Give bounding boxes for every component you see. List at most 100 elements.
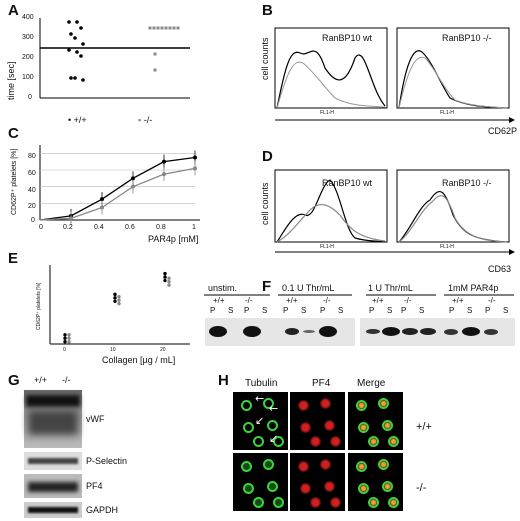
platelet-cell — [324, 481, 335, 492]
platelet-cell — [388, 497, 399, 508]
panel-d-histograms — [274, 169, 515, 255]
f-geno-2: -/- — [245, 296, 253, 305]
h-col-merge: Merge — [357, 378, 386, 389]
platelet-cell — [300, 483, 311, 494]
band — [28, 482, 78, 492]
c-xtick-04: 0.4 — [94, 224, 104, 231]
h-micrograph-merge — [348, 392, 403, 450]
e-point — [117, 294, 121, 299]
a-point-wt — [73, 36, 77, 40]
c-xtick-08: 0.8 — [156, 224, 166, 231]
panel-b-histograms — [274, 27, 515, 123]
h-micrograph-tubulin: ← ← ↙ ↙ — [233, 392, 288, 450]
c-ytick-20: 20 — [28, 203, 36, 210]
b-axis-small-right: FL1-H — [440, 110, 454, 116]
f-fraction-label: S — [467, 306, 473, 315]
c-point — [162, 159, 166, 164]
f-fraction-label: P — [485, 306, 491, 315]
e-point — [167, 283, 171, 287]
e-point — [63, 339, 67, 344]
platelet-cell — [310, 497, 321, 508]
panel-e-ylabel: CD62P⁺ platelets [%] — [36, 282, 42, 330]
platelet-cell — [263, 398, 274, 409]
d-xlabel: CD63 — [488, 264, 512, 274]
a-ytick-0: 0 — [28, 94, 32, 101]
d-axis-small-right: FL1-H — [440, 244, 454, 250]
platelet-cell — [368, 436, 379, 447]
c-series-line — [39, 156, 196, 221]
f-fraction-label: S — [338, 306, 344, 315]
f-cond-01thr: 0.1 U Thr/mL — [282, 283, 335, 293]
f-geno-3: +/+ — [286, 296, 298, 305]
e-point — [63, 333, 67, 337]
platelet-cell — [382, 481, 393, 492]
a-ytick-200: 200 — [22, 54, 34, 61]
g-blot-gapdh — [24, 502, 82, 518]
h-row-ko: -/- — [416, 482, 427, 494]
platelet-cell — [241, 461, 252, 472]
e-point — [113, 299, 117, 304]
a-point-wt — [73, 76, 77, 80]
f-geno-4: -/- — [323, 296, 331, 305]
platelet-cell — [378, 459, 389, 470]
e-xtick-20: 20 — [160, 347, 166, 353]
band — [28, 410, 78, 435]
a-ytick-400: 400 — [22, 14, 34, 21]
b-xlabel: CD62P — [488, 126, 518, 136]
g-geno-ko: -/- — [62, 375, 71, 385]
f-cond-1thr: 1 U Thr/mL — [368, 283, 413, 293]
c-point — [69, 216, 73, 221]
platelet-cell — [273, 436, 284, 447]
e-point — [163, 275, 167, 279]
a-point-ko — [148, 26, 152, 30]
platelet-cell — [358, 422, 369, 433]
panel-letter-a: A — [8, 2, 19, 19]
platelet-cell — [243, 422, 254, 433]
f-fraction-label: P — [283, 306, 289, 315]
g-label-vwf: vWF — [86, 414, 105, 424]
e-point — [167, 276, 171, 280]
a-point-ko — [152, 26, 156, 30]
d-axis-small-left: FL1-H — [320, 244, 334, 250]
f-condition-underlines — [204, 294, 514, 296]
e-point — [117, 298, 121, 302]
f-cond-par4p: 1mM PAR4p — [448, 283, 499, 293]
panel-d-ylabel: cell counts — [260, 182, 270, 225]
c-xlabel: PAR4p [mM] — [148, 234, 199, 244]
a-point-wt — [69, 32, 73, 36]
panel-e-chart — [49, 265, 190, 345]
a-group-ko: ▪ -/- — [138, 115, 153, 125]
h-micrograph-merge — [348, 453, 403, 511]
band — [382, 327, 400, 336]
g-geno-wt: +/+ — [34, 375, 48, 385]
e-point — [117, 301, 121, 306]
band — [243, 326, 261, 337]
arrow-icon: ← — [255, 392, 265, 405]
e-point — [113, 292, 117, 297]
platelet-cell — [310, 436, 321, 447]
g-blot-pselectin — [24, 452, 82, 470]
platelet-cell — [378, 398, 389, 409]
d-right-title: RanBP10 -/- — [442, 178, 492, 188]
g-label-pf4: PF4 — [86, 481, 103, 491]
band — [462, 327, 480, 336]
platelet-cell — [243, 483, 254, 494]
a-point-ko — [172, 26, 176, 30]
panel-a-chart — [39, 18, 190, 99]
c-ytick-40: 40 — [28, 187, 36, 194]
f-fraction-label: P — [244, 306, 250, 315]
c-xtick-06: 0.6 — [125, 224, 135, 231]
platelet-cell — [356, 461, 367, 472]
f-geno-5: +/+ — [372, 296, 384, 305]
f-geno-7: +/+ — [452, 296, 464, 305]
c-point — [131, 184, 135, 189]
e-point — [113, 296, 117, 300]
f-fraction-label: S — [301, 306, 307, 315]
e-point — [163, 278, 167, 283]
arrow-icon: ↙ — [255, 414, 265, 427]
platelet-cell — [320, 459, 331, 470]
platelet-cell — [382, 420, 393, 431]
band — [402, 328, 418, 335]
e-xtick-0: 0 — [63, 347, 66, 353]
c-series-line — [39, 167, 196, 221]
